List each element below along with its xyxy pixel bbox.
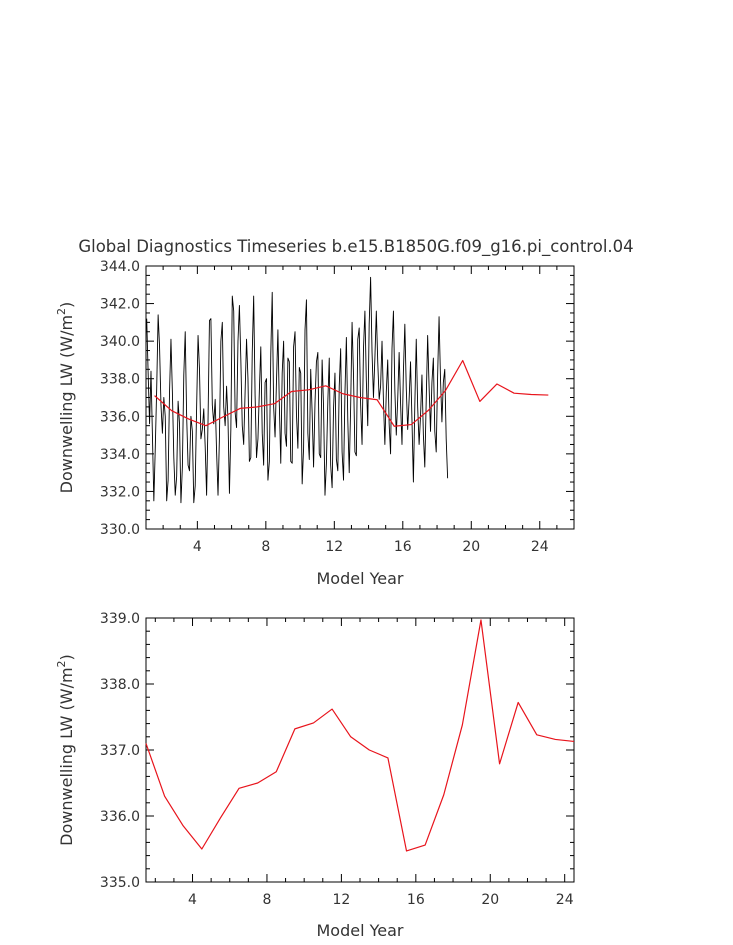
y-tick-label: 334.0	[100, 447, 140, 463]
x-tick-label: 20	[481, 892, 499, 908]
plot-frame	[145, 617, 575, 883]
y-tick-label: 337.0	[100, 743, 140, 759]
y-axis-label-superscript: 2	[55, 308, 68, 315]
x-tick-label: 24	[556, 892, 574, 908]
x-tick-label: 4	[193, 539, 202, 555]
y-tick-label: 340.0	[100, 334, 140, 350]
x-tick-label: 12	[332, 892, 350, 908]
y-tick-label: 338.0	[100, 372, 140, 388]
x-axis-label: Model Year	[317, 569, 404, 588]
x-tick-label: 20	[462, 539, 480, 555]
x-tick-label: 16	[407, 892, 425, 908]
y-tick-label: 338.0	[100, 677, 140, 693]
y-axis-label: Downwelling LW (W/m2)	[55, 302, 76, 494]
y-axis-label-tail: )	[57, 654, 76, 660]
y-axis-label-superscript: 2	[55, 660, 68, 667]
series-line-monthly	[146, 276, 449, 504]
y-tick-label: 344.0	[100, 259, 140, 275]
x-tick-label: 16	[394, 539, 412, 555]
y-tick-label: 339.0	[100, 611, 140, 627]
y-tick-label: 332.0	[100, 484, 140, 500]
x-tick-label: 12	[325, 539, 343, 555]
series-line-annual	[145, 619, 575, 852]
chart-panel-bottom: 4 8 12 16 20 24 335.0 336.0 337.0 338.0 339.0 Model…	[55, 611, 575, 940]
y-axis-label-main: Downwelling LW (W/m	[57, 315, 76, 493]
y-tick-label: 342.0	[100, 297, 140, 313]
y-axis-label-main: Downwelling LW (W/m	[57, 667, 76, 845]
x-tick-label: 24	[531, 539, 549, 555]
y-tick-label: 330.0	[100, 522, 140, 538]
x-tick-label: 4	[188, 892, 197, 908]
chart-title: Global Diagnostics Timeseries b.e15.B185…	[78, 237, 633, 257]
x-axis-label: Model Year	[317, 921, 404, 940]
y-tick-label: 336.0	[100, 809, 140, 825]
x-tick-label: 8	[262, 892, 271, 908]
chart-panel-top: 4 8 12 16 20 24 330.0 332.0 334.0 336.0 338.0 340.0…	[55, 259, 575, 588]
series-line-annual	[154, 359, 549, 427]
y-tick-label: 335.0	[100, 875, 140, 891]
y-axis-label: Downwelling LW (W/m2)	[55, 654, 76, 846]
y-axis-label-tail: )	[57, 302, 76, 308]
y-tick-label: 336.0	[100, 409, 140, 425]
x-tick-label: 8	[261, 539, 270, 555]
